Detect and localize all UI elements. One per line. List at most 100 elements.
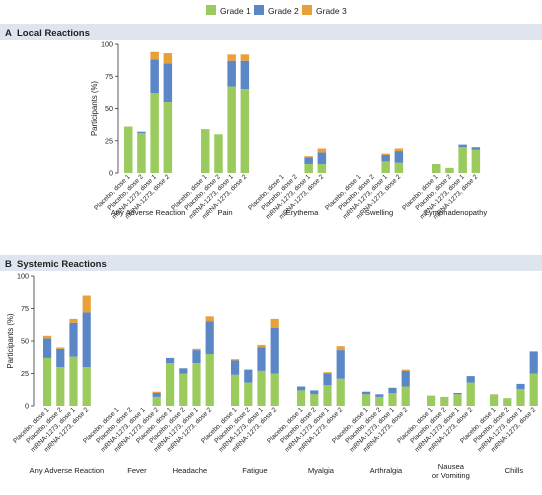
panel-b-group-label-arthralgia: Arthralgia bbox=[370, 466, 403, 475]
panel-b-bar-myalgia-4-grade-1 bbox=[336, 378, 345, 406]
panel-b-group-label-chills: Chills bbox=[505, 466, 524, 475]
panel-a-bar-lymphadenopathy-1-grade-1 bbox=[432, 163, 441, 173]
panel-b-bar-fatigue-1-grade-1 bbox=[231, 374, 240, 406]
legend: Grade 1 Grade 2 Grade 3 bbox=[206, 5, 347, 16]
panel-a-header-bar bbox=[0, 24, 542, 40]
panel-a-y-tick-label: 100 bbox=[101, 40, 113, 49]
panel-a-bar-pain-1-grade-1 bbox=[201, 129, 210, 173]
panel-a-y-tick-label: 0 bbox=[109, 169, 113, 178]
panel-a-bar-pain-3-grade-2 bbox=[227, 60, 236, 87]
panel-b-bar-myalgia-3-grade-3 bbox=[323, 372, 332, 374]
panel-b-bar-headache-2-grade-2 bbox=[179, 368, 188, 374]
panel-b-title: Systemic Reactions bbox=[17, 259, 107, 270]
panel-a-bar-any-adverse-reaction-2-grade-2 bbox=[137, 131, 146, 134]
panel-b-bar-fever-4-grade-2 bbox=[152, 393, 161, 397]
panel-b-bar-headache-4-grade-2 bbox=[205, 321, 214, 354]
panel-a-bar-lymphadenopathy-2-grade-1 bbox=[445, 167, 454, 173]
panel-a-title: Local Reactions bbox=[17, 28, 90, 39]
panel-b-y-tick-label: 75 bbox=[21, 304, 29, 313]
panel-a-group-label-any-adverse-reaction: Any Adverse Reaction bbox=[111, 208, 186, 217]
legend-swatch-grade3 bbox=[302, 5, 312, 15]
panel-b-bar-fatigue-1-grade-3 bbox=[231, 359, 240, 361]
panel-b-group-label-fatigue: Fatigue bbox=[242, 466, 267, 475]
panel-b-bar-myalgia-4-grade-3 bbox=[336, 346, 345, 351]
panel-a-bar-erythema-4-grade-2 bbox=[317, 152, 327, 164]
panel-b-bar-headache-4-grade-3 bbox=[205, 316, 214, 322]
panel-b-group-label-headache: Headache bbox=[173, 466, 208, 475]
panel-a-y-tick-label: 75 bbox=[105, 72, 113, 81]
panel-b-bar-headache-3-grade-2 bbox=[192, 350, 201, 364]
panel-a-bar-erythema-4-grade-1 bbox=[317, 163, 327, 173]
panel-b-bar-any-adverse-reaction-4-grade-2 bbox=[82, 312, 91, 367]
panel-b-bar-any-adverse-reaction-4-grade-1 bbox=[82, 367, 91, 406]
panel-a-bar-swelling-3-grade-2 bbox=[381, 154, 390, 162]
panel-a-bar-erythema-4-grade-3 bbox=[317, 148, 327, 153]
panel-a-letter: A bbox=[5, 28, 12, 39]
panel-a-bar-any-adverse-reaction-4-grade-3 bbox=[163, 53, 173, 64]
panel-a-bar-any-adverse-reaction-3-grade-1 bbox=[150, 93, 159, 173]
panel-a-bar-swelling-4-grade-2 bbox=[394, 151, 404, 163]
panel-b-bar-myalgia-2-grade-2 bbox=[310, 390, 319, 395]
panel-b-group-label-fever: Fever bbox=[127, 466, 147, 475]
panel-a-bar-any-adverse-reaction-3-grade-2 bbox=[150, 59, 159, 94]
panel-a-bar-pain-3-grade-1 bbox=[227, 86, 236, 173]
panel-a-y-axis-title: Participants (%) bbox=[90, 81, 99, 136]
panel-a-bar-pain-4-grade-1 bbox=[240, 89, 250, 173]
panel-b-bar-chills-2-grade-1 bbox=[503, 398, 512, 406]
panel-b-bar-fatigue-2-grade-1 bbox=[244, 382, 253, 406]
panel-b-bar-fatigue-3-grade-1 bbox=[257, 370, 266, 406]
panel-b-bar-any-adverse-reaction-2-grade-3 bbox=[56, 347, 65, 349]
panel-b-bar-nausea-or-vomiting-4-grade-1 bbox=[466, 382, 475, 406]
panel-b-bar-arthralgia-1-grade-2 bbox=[362, 391, 371, 395]
legend-label-grade1: Grade 1 bbox=[220, 6, 251, 16]
panel-b-bar-fatigue-2-grade-2 bbox=[244, 369, 253, 383]
panel-b-bar-myalgia-1-grade-2 bbox=[297, 386, 306, 391]
panel-a-group-label-lymphadenopathy: Lymphadenopathy bbox=[425, 208, 487, 217]
panel-b-bar-chills-3-grade-1 bbox=[516, 389, 525, 406]
panel-b-header-bar bbox=[0, 255, 542, 271]
panel-b-bar-any-adverse-reaction-1-grade-2 bbox=[43, 338, 52, 358]
panel-b-bar-myalgia-3-grade-1 bbox=[323, 385, 332, 406]
panel-b-bar-headache-4-grade-1 bbox=[205, 354, 214, 406]
panel-b-bar-nausea-or-vomiting-3-grade-1 bbox=[453, 394, 462, 406]
panel-a-bar-any-adverse-reaction-1-grade-1 bbox=[124, 126, 133, 173]
panel-b-bar-any-adverse-reaction-3-grade-1 bbox=[69, 356, 78, 406]
panel-b-bar-headache-2-grade-1 bbox=[179, 373, 188, 406]
panel-b-bar-fatigue-1-grade-2 bbox=[231, 360, 240, 375]
panel-a-header: A Local Reactions bbox=[0, 24, 542, 40]
panel-a-bar-pain-2-grade-1 bbox=[214, 134, 223, 173]
panel-b-bar-any-adverse-reaction-4-grade-3 bbox=[82, 295, 91, 313]
panel-b-bar-chills-4-grade-1 bbox=[529, 373, 538, 406]
panel-b-bar-fatigue-4-grade-3 bbox=[270, 318, 279, 328]
panel-b-bar-nausea-or-vomiting-1-grade-1 bbox=[427, 395, 436, 406]
panel-b-bar-any-adverse-reaction-2-grade-2 bbox=[56, 348, 65, 367]
panel-b-bar-fatigue-4-grade-1 bbox=[270, 373, 279, 406]
panel-a-bar-any-adverse-reaction-4-grade-2 bbox=[163, 63, 173, 103]
panel-b-bar-fever-4-grade-3 bbox=[152, 391, 161, 393]
panel-b-bar-arthralgia-1-grade-1 bbox=[362, 394, 371, 406]
legend-swatch-grade2 bbox=[254, 5, 264, 15]
panel-a-bar-any-adverse-reaction-2-grade-1 bbox=[137, 133, 146, 173]
panel-a-bar-swelling-3-grade-1 bbox=[381, 161, 390, 173]
panel-b-bar-arthralgia-3-grade-1 bbox=[388, 393, 397, 406]
panel-b-bar-any-adverse-reaction-3-grade-2 bbox=[69, 322, 78, 357]
panel-b-bar-chills-1-grade-1 bbox=[490, 394, 499, 406]
panel-b-bar-myalgia-3-grade-2 bbox=[323, 373, 332, 386]
panel-b-bar-myalgia-2-grade-1 bbox=[310, 394, 319, 406]
panel-b-bar-arthralgia-4-grade-1 bbox=[401, 386, 410, 406]
panel-a-bar-swelling-3-grade-3 bbox=[381, 153, 390, 155]
panel-a-bar-lymphadenopathy-3-grade-2 bbox=[458, 144, 467, 148]
panel-b-letter: B bbox=[5, 259, 12, 270]
panel-b-bar-myalgia-1-grade-1 bbox=[297, 390, 306, 406]
panel-b-bar-arthralgia-4-grade-3 bbox=[401, 369, 410, 371]
panel-b-bar-fatigue-3-grade-3 bbox=[257, 344, 266, 348]
panel-a-bar-lymphadenopathy-3-grade-1 bbox=[458, 147, 467, 173]
panel-a-bar-pain-4-grade-3 bbox=[240, 54, 250, 61]
panel-a-bar-erythema-3-grade-1 bbox=[304, 163, 313, 173]
panel-b-bar-any-adverse-reaction-3-grade-3 bbox=[69, 318, 78, 323]
panel-b-bar-fatigue-4-grade-2 bbox=[270, 328, 279, 374]
panel-b-bar-arthralgia-4-grade-2 bbox=[401, 370, 410, 387]
